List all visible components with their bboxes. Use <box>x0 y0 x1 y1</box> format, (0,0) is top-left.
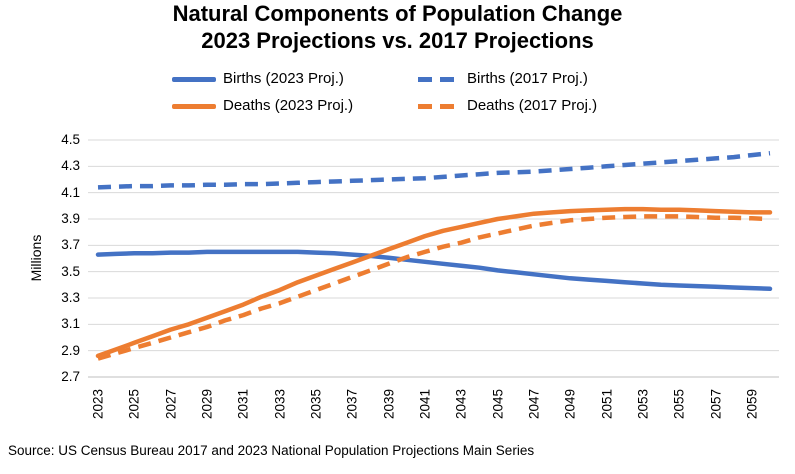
x-tick-label: 2035 <box>308 388 324 420</box>
x-tick-label: 2049 <box>562 388 578 420</box>
y-tick-label: 3.7 <box>61 237 80 253</box>
x-tick-label: 2025 <box>126 388 142 420</box>
legend-label-deaths-2023: Deaths (2023 Proj.) <box>223 97 354 114</box>
line-swatch-solid-blue-icon <box>172 76 216 82</box>
y-tick-label: 4.3 <box>61 158 80 174</box>
legend-label-births-2017: Births (2017 Proj.) <box>467 70 588 87</box>
y-tick-label: 3.5 <box>61 263 80 279</box>
x-tick-label: 2029 <box>199 388 215 420</box>
y-tick-label: 2.9 <box>61 342 80 358</box>
x-tick-label: 2037 <box>344 388 360 420</box>
x-tick-label: 2033 <box>272 388 288 420</box>
legend-label-deaths-2017: Deaths (2017 Proj.) <box>467 97 598 114</box>
x-tick-label: 2031 <box>235 388 251 420</box>
chart-title-line2: 2023 Projections vs. 2017 Projections <box>201 28 594 53</box>
series-line <box>95 249 773 292</box>
x-tick-label: 2043 <box>453 388 469 420</box>
chart-title: Natural Components of Population Change … <box>0 0 795 54</box>
y-tick-label: 3.3 <box>61 290 80 305</box>
x-tick-label: 2055 <box>671 388 687 420</box>
x-tick-label: 2045 <box>490 388 506 420</box>
legend-item-deaths-2017: Deaths (2017 Proj.) <box>418 96 597 116</box>
line-swatch-dashed-orange-icon <box>418 103 460 109</box>
series-line <box>95 206 773 359</box>
source-note: Source: US Census Bureau 2017 and 2023 N… <box>8 443 535 458</box>
x-tick-label: 2053 <box>635 388 651 420</box>
legend-label-births-2023: Births (2023 Proj.) <box>223 70 344 87</box>
series-line <box>97 150 771 190</box>
x-tick-label: 2027 <box>163 388 179 420</box>
line-swatch-solid-orange-icon <box>172 103 216 109</box>
x-tick-label: 2023 <box>90 388 106 420</box>
x-tick-label: 2041 <box>417 388 433 420</box>
line-swatch-dashed-blue-icon <box>418 76 460 82</box>
legend-item-deaths-2023: Deaths (2023 Proj.) <box>172 96 353 116</box>
x-tick-label: 2057 <box>708 388 723 420</box>
x-tick-label: 2051 <box>599 388 615 420</box>
y-tick-label: 2.7 <box>61 369 80 384</box>
x-tick-label: 2039 <box>381 388 397 420</box>
legend-item-births-2017: Births (2017 Proj.) <box>418 69 588 89</box>
y-tick-label: 4.1 <box>61 184 80 200</box>
legend-item-births-2023: Births (2023 Proj.) <box>172 69 344 89</box>
y-tick-label: 4.5 <box>61 132 80 147</box>
y-tick-label: 3.9 <box>61 211 80 226</box>
x-tick-label: 2059 <box>744 388 760 420</box>
series-line <box>97 214 771 361</box>
y-tick-label: 3.1 <box>61 316 80 332</box>
x-tick-label: 2047 <box>526 388 542 420</box>
chart-title-line1: Natural Components of Population Change <box>172 1 623 26</box>
